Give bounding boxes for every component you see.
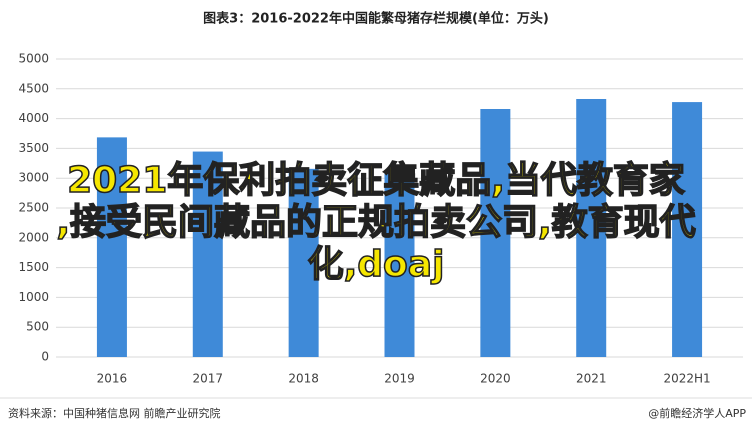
y-tick-label: 2500 [18, 201, 49, 215]
credit: @前瞻经济学人APP [648, 406, 746, 420]
y-tick-label: 5000 [18, 52, 49, 66]
y-tick-label: 1500 [18, 260, 49, 274]
x-tick-label: 2021 [576, 372, 607, 386]
y-tick-label: 2000 [18, 230, 49, 244]
y-tick-label: 3500 [18, 141, 49, 155]
bar [192, 151, 223, 357]
y-tick-label: 4000 [18, 111, 49, 125]
x-tick-label: 2022H1 [663, 372, 710, 386]
bar [384, 173, 415, 357]
x-tick-label: 2018 [288, 372, 319, 386]
bar [672, 102, 703, 358]
overlay-line: 2021年保利拍卖征集藏品,当代教育家 [66, 159, 685, 202]
source: 资料来源：中国种猪信息网 前瞻产业研究院 [8, 406, 221, 420]
y-tick-label: 1000 [18, 290, 49, 304]
x-tick-label: 2017 [193, 372, 224, 386]
bar [576, 98, 607, 357]
bar [288, 168, 319, 357]
chart-title: 图表3：2016-2022年中国能繁母猪存栏规模(单位：万头) [203, 11, 549, 27]
x-tick-label: 2020 [480, 372, 511, 386]
y-tick-label: 500 [26, 320, 49, 334]
overlay-line: 化,doaj [307, 243, 445, 286]
bar [480, 109, 511, 358]
x-tick-label: 2019 [384, 372, 415, 386]
overlay-text: 2021年保利拍卖征集藏品,当代教育家 ,接受民间藏品的正规拍卖公司,教育现代 化,… [0, 159, 752, 286]
x-tick-label: 2016 [97, 372, 128, 386]
overlay-line: ,接受民间藏品的正规拍卖公司,教育现代 [56, 201, 697, 244]
y-tick-label: 3000 [18, 171, 49, 185]
bar [96, 137, 127, 357]
y-tick-label: 4500 [18, 81, 49, 95]
y-tick-label: 0 [41, 350, 49, 364]
